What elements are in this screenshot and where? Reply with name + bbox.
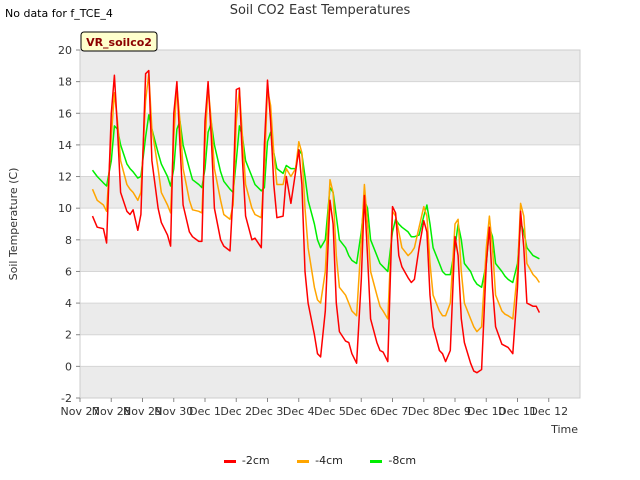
- x-tick-label: Dec 8: [408, 405, 440, 418]
- badge: VR_soilco2: [80, 31, 158, 52]
- x-tick-label: Dec 9: [439, 405, 471, 418]
- y-tick-label: 20: [58, 44, 72, 57]
- x-tick-label: Dec 7: [377, 405, 409, 418]
- legend-swatch-2cm: [223, 459, 236, 463]
- legend-label-4cm: -4cm: [315, 454, 343, 467]
- y-tick-label: 10: [58, 202, 72, 215]
- y-tick-label: 4: [65, 297, 72, 310]
- grid-band: [80, 113, 580, 145]
- y-tick-label: 6: [65, 265, 72, 278]
- x-tick-label: Dec 10: [467, 405, 506, 418]
- y-tick-label: 12: [58, 171, 72, 184]
- x-tick-label: Dec 5: [314, 405, 346, 418]
- grid-band: [80, 50, 580, 82]
- legend-item-8cm: -8cm: [370, 454, 416, 467]
- legend: -2cm -4cm -8cm: [0, 454, 640, 467]
- series-line-8cm: [91, 114, 540, 289]
- series-line-2cm: [91, 69, 541, 374]
- y-tick-label: 8: [65, 234, 72, 247]
- plot-area: [80, 50, 580, 398]
- x-tick-label: Nov 28: [92, 405, 131, 418]
- x-tick-label: Dec 6: [345, 405, 377, 418]
- badge-box: [80, 31, 158, 52]
- x-tick-label: Nov 27: [61, 405, 100, 418]
- x-tick-label: Dec 11: [498, 405, 537, 418]
- y-tick-label: 16: [58, 107, 72, 120]
- grid-band: [80, 366, 580, 398]
- no-data-note: No data for f_TCE_4: [5, 7, 113, 20]
- x-tick-label: Nov 30: [154, 405, 193, 418]
- x-tick-label: Dec 12: [529, 405, 568, 418]
- y-tick-label: 0: [65, 360, 72, 373]
- y-tick-label: 18: [58, 76, 72, 89]
- badge-label: VR_soilco2: [86, 36, 152, 49]
- x-axis-label: Time: [550, 423, 578, 436]
- legend-label-2cm: -2cm: [241, 454, 270, 467]
- legend-swatch-4cm: [297, 459, 310, 463]
- legend-swatch-8cm: [370, 459, 383, 463]
- x-tick-label: Dec 4: [283, 405, 315, 418]
- legend-item-2cm: -2cm: [223, 454, 270, 467]
- x-tick-label: Dec 1: [189, 405, 221, 418]
- grid-band: [80, 239, 580, 272]
- series-line-4cm: [91, 72, 541, 333]
- y-axis-label: Soil Temperature (C): [7, 168, 20, 281]
- x-tick-label: Dec 3: [252, 405, 284, 418]
- grid-band: [80, 303, 580, 335]
- x-tick-label: Dec 2: [220, 405, 252, 418]
- chart-title: Soil CO2 East Temperatures: [229, 3, 411, 18]
- x-tick-label: Nov 29: [123, 405, 162, 418]
- y-tick-label: -2: [61, 392, 72, 405]
- legend-item-4cm: -4cm: [297, 454, 343, 467]
- legend-label-8cm: -8cm: [388, 454, 417, 467]
- y-tick-label: 14: [58, 139, 72, 152]
- y-tick-label: 2: [65, 329, 72, 342]
